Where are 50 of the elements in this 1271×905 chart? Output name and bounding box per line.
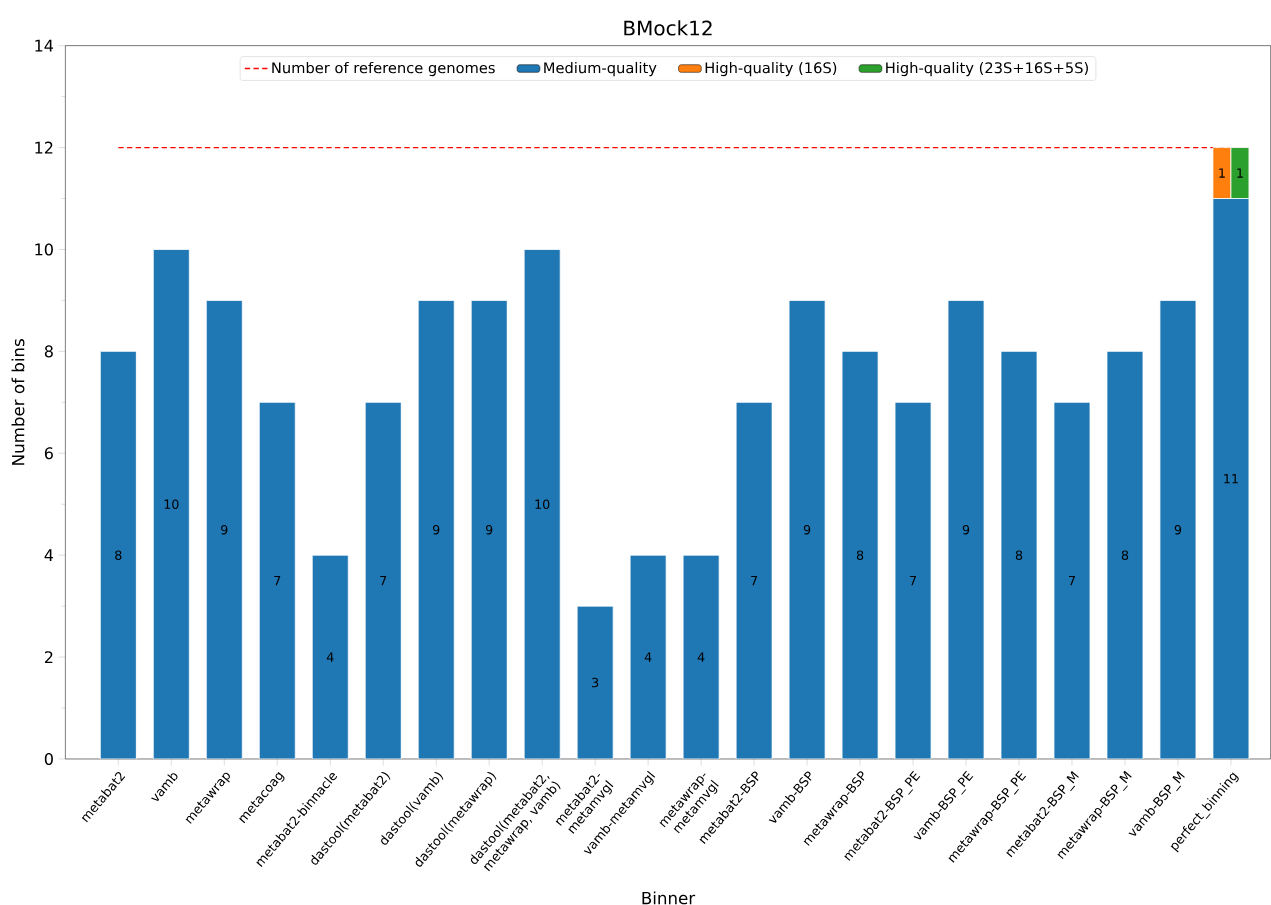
- data-label: 9: [803, 524, 811, 535]
- bar: [947, 300, 985, 759]
- y-tick-label: 6: [44, 447, 53, 460]
- data-label: 9: [1174, 524, 1182, 535]
- data-label: 9: [962, 524, 970, 535]
- y-tick-label: 4: [44, 549, 54, 562]
- legend-label: High-quality (23S+16S+5S): [886, 61, 1088, 77]
- y-tick-label: 14: [35, 39, 54, 52]
- bar: [523, 249, 561, 759]
- data-label: 11: [1224, 474, 1238, 484]
- bar: [1053, 401, 1091, 759]
- legend-label: High-quality (16S): [705, 61, 837, 77]
- legend-label: Medium-quality: [544, 61, 657, 77]
- data-label: 4: [697, 652, 705, 662]
- y-tick-label: 10: [35, 243, 53, 256]
- chart-title: BMock12: [624, 20, 712, 36]
- legend-label: Number of reference genomes: [272, 61, 495, 77]
- data-label: 8: [1121, 550, 1129, 560]
- data-label: 8: [1015, 550, 1023, 560]
- y-tick-label: 12: [35, 141, 53, 154]
- data-label: 1: [1237, 168, 1243, 178]
- data-label: 9: [432, 524, 440, 535]
- data-label: 7: [380, 576, 387, 586]
- bar: [788, 300, 826, 759]
- bar: [417, 300, 455, 759]
- y-axis-title: Number of bins: [11, 339, 25, 465]
- bar: [682, 554, 720, 759]
- x-axis-title: Binner: [642, 891, 696, 905]
- data-label: 7: [910, 576, 916, 586]
- y-tick-label: 2: [44, 651, 53, 664]
- data-label: 9: [485, 524, 493, 535]
- data-label: 3: [592, 677, 599, 688]
- y-tick-label: 0: [44, 752, 53, 766]
- data-label: 4: [326, 652, 334, 662]
- data-label: 7: [1069, 576, 1075, 586]
- data-label: 9: [221, 524, 228, 535]
- data-label: 7: [751, 576, 758, 586]
- data-label: 7: [274, 576, 281, 586]
- bar: [152, 249, 190, 759]
- bar: [258, 401, 296, 759]
- data-label: 1: [1219, 168, 1225, 178]
- data-label: 4: [644, 652, 652, 662]
- bar: [311, 554, 349, 759]
- data-label: 10: [535, 499, 550, 510]
- data-label: 10: [164, 499, 179, 510]
- bar: [1159, 300, 1197, 759]
- y-tick-label: 8: [44, 345, 53, 358]
- data-label: 8: [115, 550, 122, 560]
- data-label: 8: [856, 550, 864, 560]
- bar: [894, 401, 932, 759]
